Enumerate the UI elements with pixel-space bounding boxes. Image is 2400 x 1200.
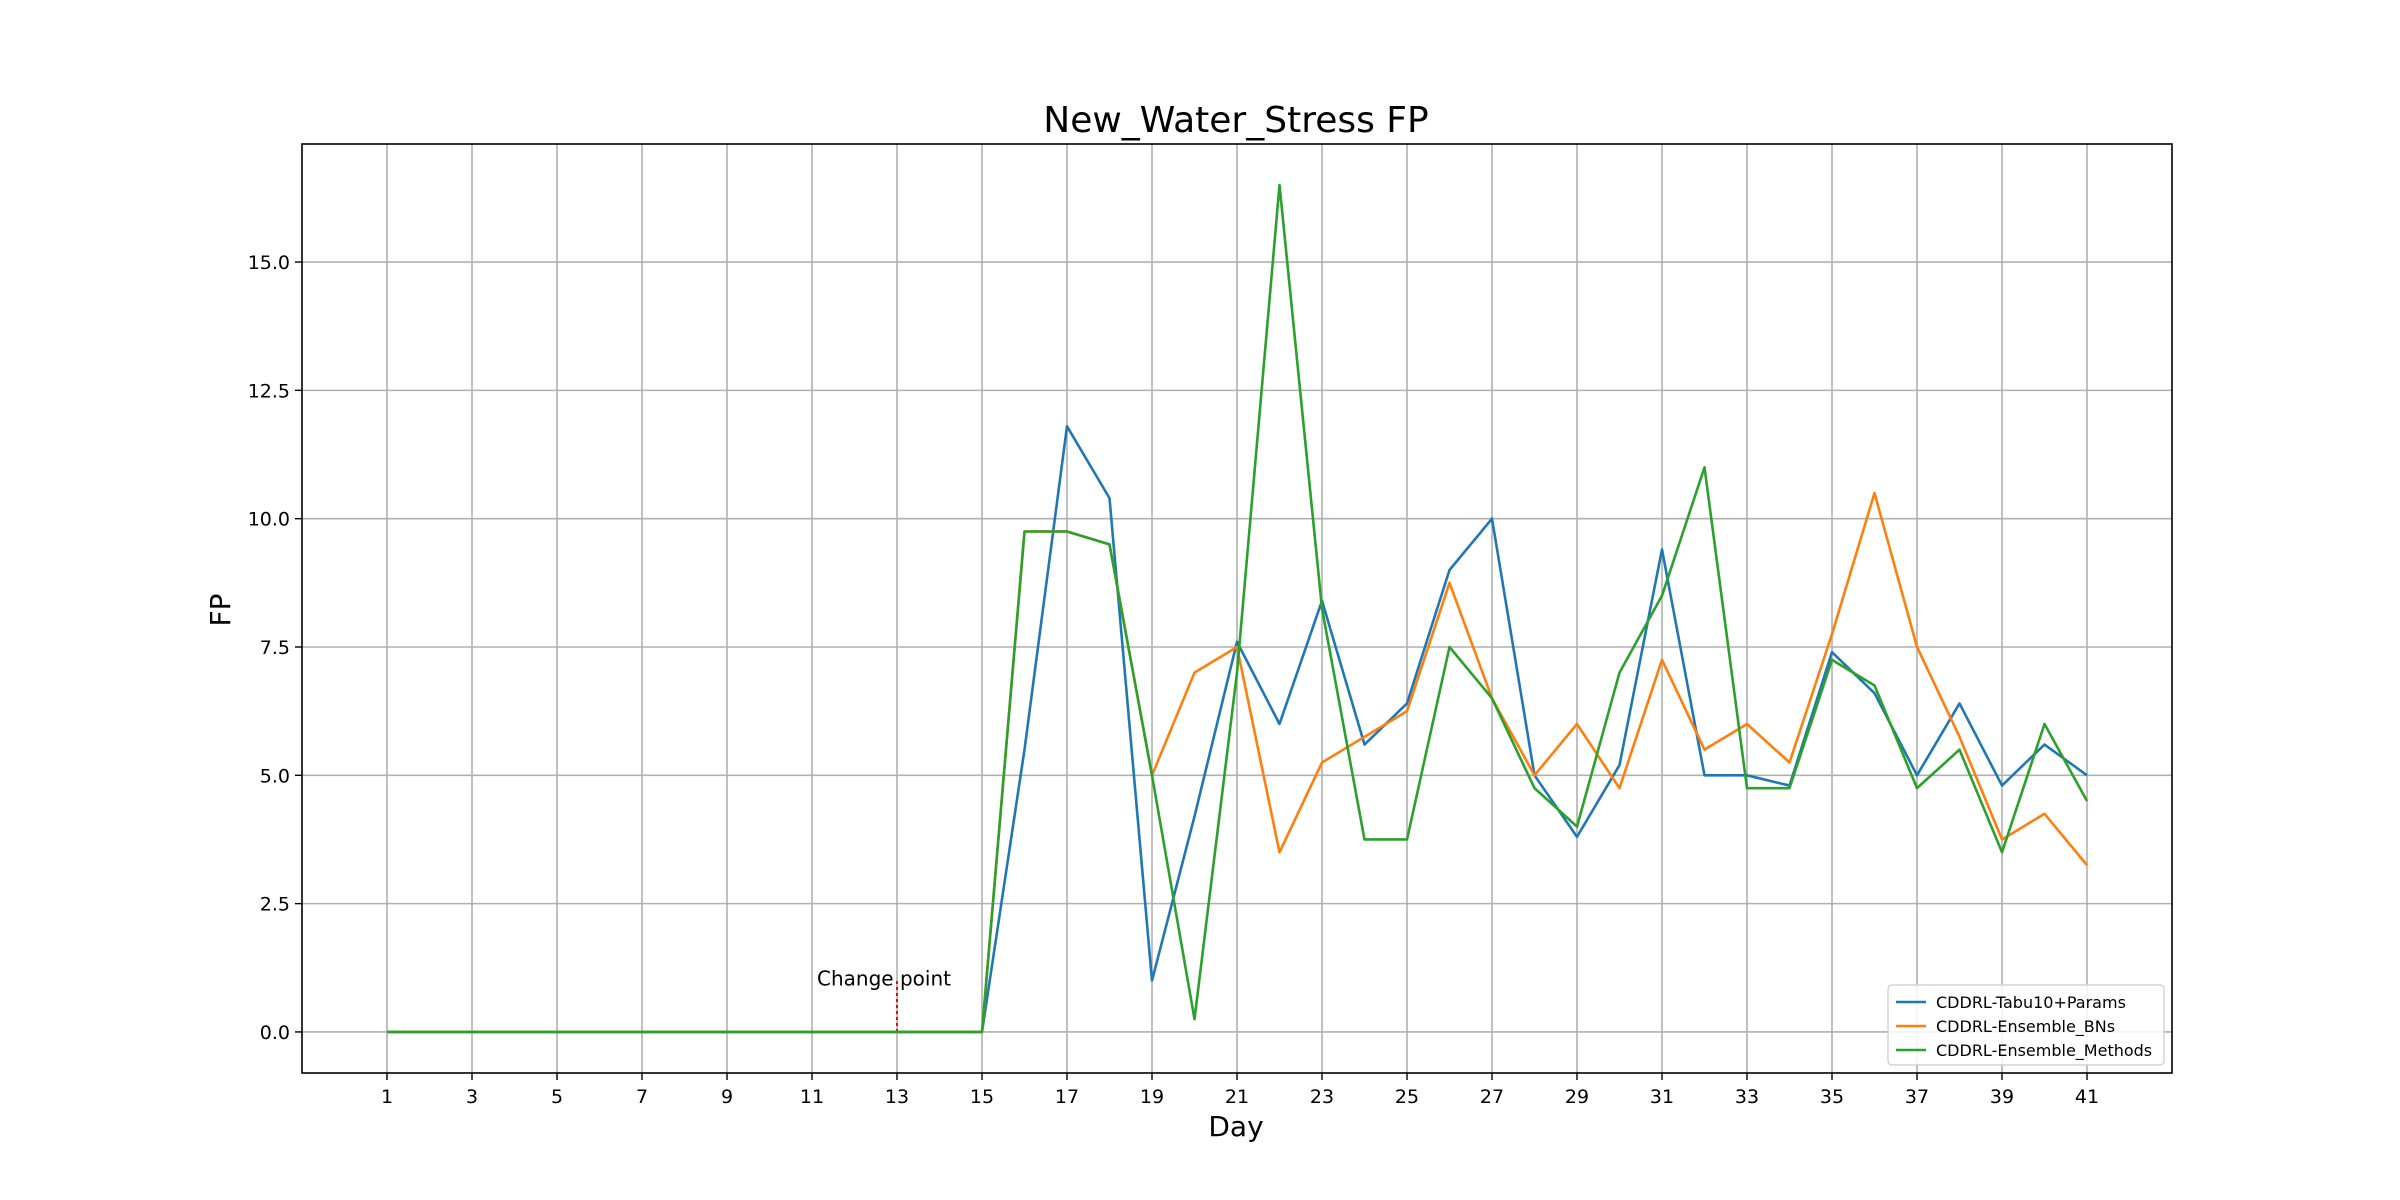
- series-layer: [387, 183, 2089, 1034]
- x-tick-label: 25: [1395, 1086, 1419, 1108]
- grid-layer: [302, 144, 2172, 1073]
- x-tick-label: 1: [381, 1086, 393, 1108]
- y-tick-label: 0.0: [260, 1022, 290, 1044]
- y-tick-label: 15.0: [248, 252, 290, 274]
- change-point-label: Change point: [817, 967, 951, 991]
- x-tick-label: 11: [800, 1086, 824, 1108]
- x-tick-label: 37: [1905, 1086, 1929, 1108]
- legend-entry: CDDRL-Ensemble_Methods: [1936, 1041, 2152, 1061]
- series-line-3: [387, 183, 2089, 1034]
- x-tick-label: 21: [1225, 1086, 1249, 1108]
- y-tick-label: 7.5: [260, 637, 290, 659]
- annotation-layer: Change point: [817, 967, 951, 1032]
- legend-entry: CDDRL-Tabu10+Params: [1936, 993, 2126, 1012]
- x-tick-label: 5: [551, 1086, 563, 1108]
- x-tick-label: 7: [636, 1086, 648, 1108]
- x-tick-label: 15: [970, 1086, 994, 1108]
- x-axis-title: Day: [1208, 1110, 1263, 1143]
- x-tick-label: 19: [1140, 1086, 1164, 1108]
- legend-box: [1887, 984, 2165, 1066]
- y-tick-label: 10.0: [248, 509, 290, 531]
- legend: CDDRL-Tabu10+Params CDDRL-Ensemble_BNs CDD…: [1887, 984, 2165, 1066]
- y-tick-label: 5.0: [260, 765, 290, 787]
- y-axis-ticks: 0.0 2.5 5.0 7.5 10.0 12.5 15.0: [248, 252, 302, 1044]
- x-tick-label: 17: [1055, 1086, 1079, 1108]
- x-tick-label: 31: [1650, 1086, 1674, 1108]
- x-tick-label: 39: [1990, 1086, 2014, 1108]
- legend-entry: CDDRL-Ensemble_BNs: [1936, 1017, 2115, 1037]
- x-tick-label: 35: [1820, 1086, 1844, 1108]
- x-tick-label: 27: [1480, 1086, 1504, 1108]
- x-tick-label: 33: [1735, 1086, 1759, 1108]
- x-axis-ticks: 1 3 5 7 9 11 13 15 17 19 21 23 25 27 29 31 33 35 37 39 41: [381, 1073, 2099, 1108]
- x-tick-label: 23: [1310, 1086, 1334, 1108]
- chart-title: New_Water_Stress FP: [1043, 100, 1428, 141]
- y-tick-label: 2.5: [260, 894, 290, 916]
- x-tick-label: 13: [885, 1086, 909, 1108]
- y-axis-title: FP: [204, 594, 237, 627]
- x-tick-label: 9: [721, 1086, 733, 1108]
- x-tick-label: 3: [466, 1086, 478, 1108]
- y-tick-label: 12.5: [248, 380, 290, 402]
- x-tick-label: 41: [2075, 1086, 2099, 1108]
- x-tick-label: 29: [1565, 1086, 1589, 1108]
